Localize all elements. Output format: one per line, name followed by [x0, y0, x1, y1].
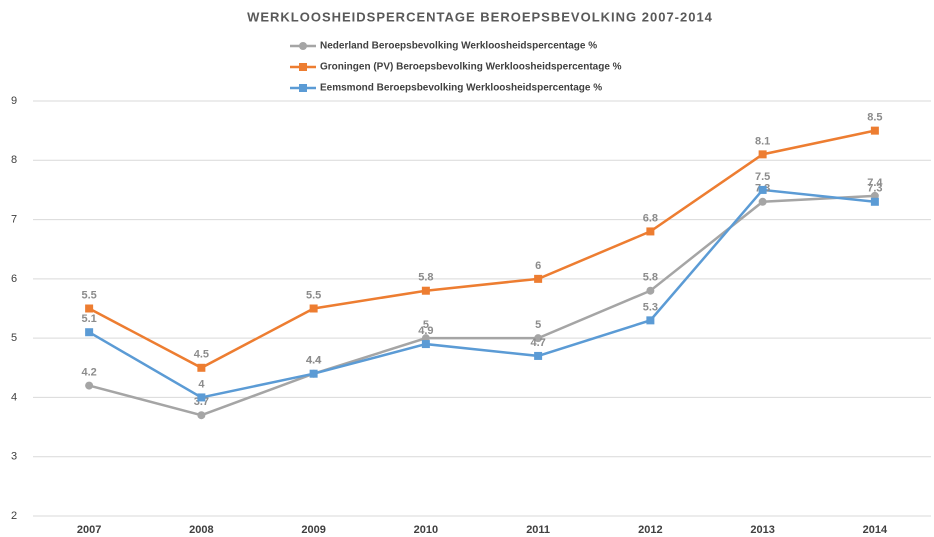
- y-tick-label: 9: [11, 95, 17, 107]
- point: [197, 393, 206, 402]
- y-tick-label: 6: [11, 273, 17, 285]
- data-label: 7.3: [867, 183, 882, 195]
- series-line: [88, 188, 876, 399]
- point: [309, 304, 318, 313]
- legend-label: Groningen (PV) Beroepsbevolking Werkloos…: [320, 62, 622, 73]
- data-label: 8.5: [867, 112, 882, 124]
- point: [309, 369, 318, 378]
- series-line: [88, 129, 876, 370]
- y-tick-label: 3: [11, 451, 17, 463]
- x-tick-label: 2008: [189, 524, 213, 536]
- data-label: 4.7: [530, 337, 545, 349]
- data-label: 6.8: [643, 212, 658, 224]
- y-tick-label: 7: [11, 213, 17, 225]
- data-label: 6: [535, 260, 541, 272]
- data-label: 5: [535, 319, 541, 331]
- x-tick-label: 2009: [301, 524, 325, 536]
- point: [534, 274, 543, 283]
- data-label: 5: [423, 319, 429, 331]
- data-label: 4.2: [81, 366, 96, 378]
- series-line: [88, 194, 875, 417]
- point: [758, 185, 767, 194]
- data-label: 4: [198, 378, 205, 390]
- point: [197, 411, 206, 420]
- x-tick-label: 2013: [750, 524, 774, 536]
- point: [197, 363, 206, 372]
- data-label: 5.5: [81, 289, 96, 301]
- point: [870, 197, 879, 206]
- data-label: 4.9: [418, 325, 433, 337]
- x-tick-label: 2014: [863, 524, 888, 536]
- point: [85, 304, 94, 313]
- legend-label: Nederland Beroepsbevolking Werkloosheids…: [320, 41, 597, 52]
- point: [421, 286, 430, 295]
- data-label: 5.8: [418, 272, 433, 284]
- point: [534, 351, 543, 360]
- data-label: 4.5: [194, 349, 209, 361]
- data-label: 7.5: [755, 171, 770, 183]
- x-tick-label: 2011: [526, 524, 550, 536]
- point: [646, 286, 655, 295]
- x-tick-label: 2007: [77, 524, 101, 536]
- data-label: 5.5: [306, 289, 321, 301]
- data-label: 5.8: [643, 272, 658, 284]
- y-tick-label: 2: [11, 510, 17, 522]
- point: [646, 316, 655, 325]
- point: [870, 126, 879, 135]
- chart-title: WERKLOOSHEIDSPERCENTAGE BEROEPSBEVOLKING…: [247, 9, 713, 24]
- point: [758, 150, 767, 159]
- x-tick-label: 2010: [414, 524, 438, 536]
- x-tick-label: 2012: [638, 524, 662, 536]
- legend-marker: [299, 63, 307, 71]
- point: [85, 381, 94, 390]
- legend-marker: [299, 84, 307, 92]
- y-tick-label: 8: [11, 154, 17, 166]
- point: [758, 197, 767, 206]
- data-label: 4.4: [306, 355, 322, 367]
- y-tick-label: 4: [11, 391, 17, 403]
- data-label: 7.4: [867, 177, 883, 189]
- point: [534, 334, 543, 343]
- point: [421, 340, 430, 349]
- data-label: 4.4: [306, 355, 322, 367]
- y-tick-label: 5: [11, 332, 17, 344]
- data-label: 5.1: [81, 313, 96, 325]
- legend-label: Eemsmond Beroepsbevolking Werkloosheidsp…: [320, 83, 602, 94]
- legend-marker: [299, 42, 307, 50]
- point: [646, 227, 655, 236]
- data-label: 8.1: [755, 135, 770, 147]
- point: [85, 328, 94, 337]
- data-label: 5.3: [643, 301, 658, 313]
